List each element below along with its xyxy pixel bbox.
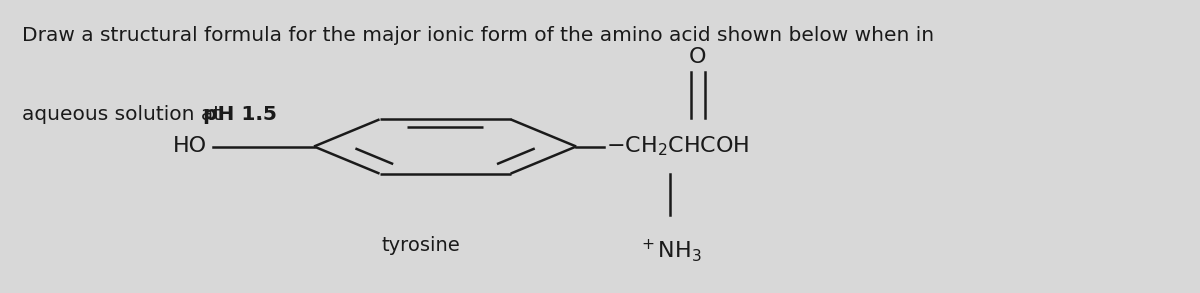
Text: HO: HO (173, 137, 206, 156)
Text: O: O (689, 47, 707, 67)
Text: pH 1.5: pH 1.5 (203, 105, 277, 125)
Text: .: . (257, 105, 264, 125)
Text: Draw a structural formula for the major ionic form of the amino acid shown below: Draw a structural formula for the major … (22, 26, 934, 45)
Text: $\mathsf{-CH_2CHCOH}$: $\mathsf{-CH_2CHCOH}$ (606, 135, 750, 158)
Text: aqueous solution at: aqueous solution at (22, 105, 227, 125)
Text: $\mathsf{^+NH_3}$: $\mathsf{^+NH_3}$ (638, 238, 702, 265)
Text: tyrosine: tyrosine (382, 236, 461, 255)
